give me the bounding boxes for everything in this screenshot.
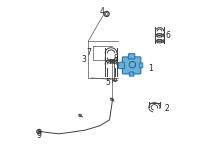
Text: 3: 3: [81, 55, 86, 64]
Text: 4: 4: [100, 7, 105, 16]
Text: 7: 7: [87, 48, 91, 57]
Text: 1: 1: [148, 64, 153, 73]
Text: 5: 5: [106, 78, 111, 87]
FancyBboxPatch shape: [122, 57, 141, 74]
FancyBboxPatch shape: [139, 63, 143, 68]
FancyBboxPatch shape: [129, 72, 134, 76]
Text: 6: 6: [166, 31, 171, 40]
Text: 9: 9: [37, 131, 41, 141]
Text: 2: 2: [165, 104, 169, 113]
Text: 8: 8: [113, 54, 118, 63]
FancyBboxPatch shape: [119, 62, 124, 69]
FancyBboxPatch shape: [128, 54, 135, 59]
